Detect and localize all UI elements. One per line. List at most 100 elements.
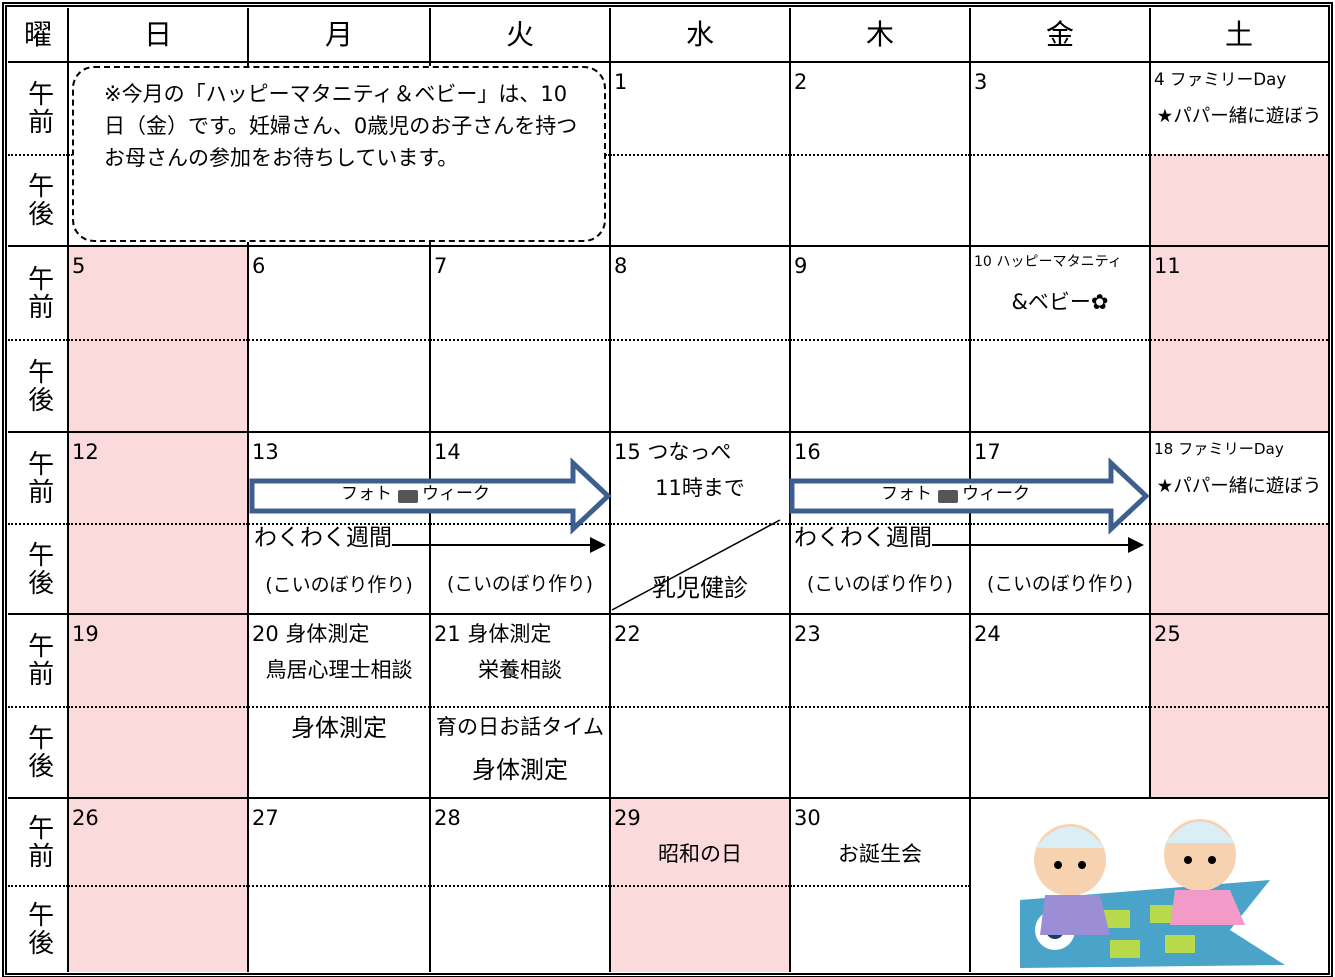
- date-label: 23: [794, 622, 821, 646]
- date-label: 26: [72, 806, 99, 830]
- date-label: 9: [794, 254, 808, 278]
- date-label: 29: [614, 806, 641, 830]
- date-label: 4 ファミリーDay: [1154, 70, 1287, 89]
- half-line: [1150, 706, 1328, 708]
- date-label: 10 ハッピーマタニティ: [974, 254, 1122, 270]
- event-text: お誕生会: [838, 842, 922, 866]
- shaded-half: [1150, 614, 1328, 706]
- week-line: [8, 797, 1328, 799]
- pm-label: 午後: [23, 900, 54, 957]
- event-text: 育の日お話タイム: [435, 714, 605, 739]
- column-line: [1149, 8, 1151, 246]
- half-line: [430, 885, 610, 887]
- half-line: [248, 885, 430, 887]
- half-line: [790, 339, 970, 341]
- date-label: 18 ファミリーDay: [1154, 440, 1284, 458]
- date-label: 25: [1154, 622, 1181, 646]
- shaded-half: [1150, 523, 1328, 614]
- date-label: 1: [614, 70, 628, 94]
- event-text: 昭和の日: [658, 842, 742, 866]
- date-label: 5: [72, 254, 86, 278]
- column-line: [969, 8, 971, 246]
- header-cell: 土: [1224, 18, 1253, 52]
- pm-label: 午後: [23, 172, 54, 228]
- header-cell: 日: [143, 18, 172, 52]
- half-line: [610, 885, 790, 887]
- shaded-half: [68, 523, 248, 614]
- half-line: [430, 339, 610, 341]
- date-label: 3: [974, 70, 988, 94]
- half-line: [970, 706, 1150, 708]
- week-line: [8, 245, 1328, 247]
- date-label: 15 つなっぺ: [614, 440, 732, 464]
- am-label: 午前: [23, 264, 54, 321]
- shaded-half: [68, 432, 248, 523]
- half-line: [68, 885, 248, 887]
- am-label: 午前: [23, 80, 54, 136]
- pm-label: 午後: [23, 357, 54, 414]
- header-cell: 水: [685, 18, 714, 52]
- header-line: [8, 61, 1328, 63]
- date-label: 24: [974, 622, 1001, 646]
- half-line: [790, 885, 970, 887]
- date-label: 11: [1154, 254, 1181, 278]
- half-line: [790, 706, 970, 708]
- date-label: 21 身体測定: [434, 622, 552, 646]
- event-text: ★パパー緒に遊ぼう: [1156, 106, 1322, 127]
- event-text: &ベビー✿: [1011, 290, 1109, 314]
- shaded-half: [1150, 706, 1328, 798]
- half-line: [970, 154, 1150, 156]
- date-label: 22: [614, 622, 641, 646]
- shaded-half: [610, 798, 790, 885]
- half-line: [248, 339, 430, 341]
- date-label: 2: [794, 70, 808, 94]
- half-line: [68, 339, 248, 341]
- header-cell: 木: [865, 18, 894, 52]
- notice-box: ※今月の「ハッピーマタニティ＆ベビー」は、10日（金）です。妊婦さん、0歳児のお…: [72, 66, 606, 242]
- event-text: (こいのぼり作り): [987, 574, 1133, 595]
- half-line: [68, 706, 248, 708]
- date-label: 12: [72, 440, 99, 464]
- column-line: [67, 8, 69, 246]
- pm-label: 午後: [23, 540, 54, 597]
- header-cell: 月: [324, 18, 353, 52]
- half-line: [430, 706, 610, 708]
- date-label: 6: [252, 254, 266, 278]
- half-line: [8, 523, 68, 525]
- shaded-half: [68, 706, 248, 798]
- event-text: 身体測定: [472, 756, 568, 784]
- half-line: [8, 706, 68, 708]
- event-text: 栄養相談: [478, 658, 562, 682]
- shaded-half: [68, 246, 248, 339]
- event-text: 鳥居心理士相談: [265, 658, 413, 682]
- half-line: [610, 706, 790, 708]
- header-cell: 金: [1045, 18, 1074, 52]
- half-line: [1150, 154, 1328, 156]
- half-line: [970, 339, 1150, 341]
- event-text: 11時まで: [655, 476, 745, 500]
- date-label: 7: [434, 254, 448, 278]
- header-cell: 曜: [23, 18, 52, 52]
- half-line: [610, 154, 790, 156]
- am-label: 午前: [23, 632, 54, 688]
- half-line: [1150, 523, 1328, 525]
- shaded-half: [610, 885, 790, 972]
- half-line: [248, 706, 430, 708]
- half-line: [610, 339, 790, 341]
- shaded-half: [68, 614, 248, 706]
- event-text: (こいのぼり作り): [265, 574, 413, 596]
- column-line: [789, 8, 791, 246]
- half-line: [68, 523, 248, 525]
- am-label: 午前: [23, 813, 54, 870]
- date-label: 20 身体測定: [252, 622, 370, 646]
- am-label: 午前: [23, 449, 54, 506]
- shaded-half: [68, 885, 248, 972]
- date-label: 8: [614, 254, 628, 278]
- half-line: [1150, 339, 1328, 341]
- event-text: (こいのぼり作り): [447, 574, 593, 595]
- pm-label: 午後: [23, 724, 54, 780]
- week-line: [8, 613, 1328, 615]
- half-line: [790, 154, 970, 156]
